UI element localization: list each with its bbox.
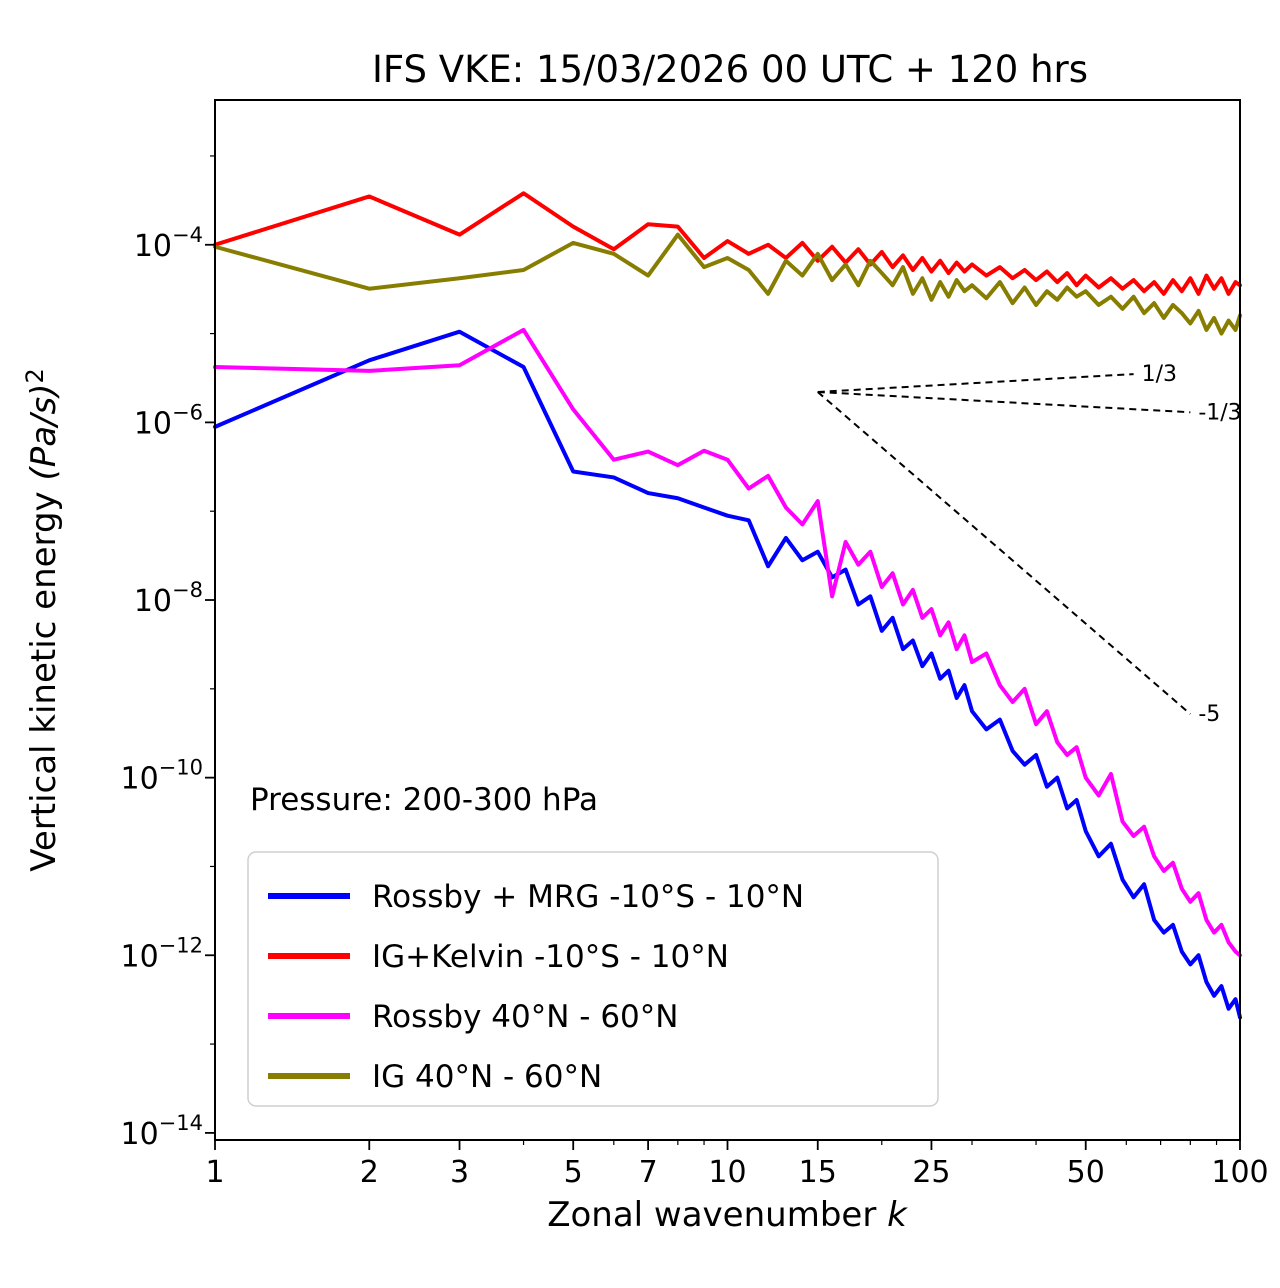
x-tick-label: 3	[450, 1155, 469, 1190]
legend-label: Rossby 40°N - 60°N	[372, 999, 678, 1035]
x-tick-label: 100	[1211, 1155, 1268, 1190]
x-tick-label: 50	[1067, 1155, 1105, 1190]
pressure-annotation: Pressure: 200-300 hPa	[250, 782, 598, 818]
x-axis-label-math: k	[887, 1195, 908, 1235]
slope-label: -5	[1198, 702, 1220, 727]
legend-label: IG 40°N - 60°N	[372, 1059, 602, 1095]
y-tick-label: 10−12	[120, 933, 203, 974]
y-tick-label: 10−6	[134, 400, 203, 441]
y-tick-label: 10−14	[120, 1111, 203, 1152]
series-line-0	[213, 329, 1242, 1020]
series-line-1	[213, 191, 1242, 296]
slope-reference-line	[817, 391, 1191, 715]
x-axis-label: Zonal wavenumber k	[547, 1195, 908, 1235]
x-tick-label: 10	[708, 1155, 746, 1190]
slope-label: 1/3	[1142, 362, 1177, 387]
plot-area: 1/3 -1/3 -5 1 2 3 5 7 10 15 25 50 100 10−4 10−6 10−8 10−…	[120, 99, 1269, 1190]
slope-label: -1/3	[1198, 400, 1241, 425]
legend-box	[247, 851, 939, 1107]
y-axis-label: Vertical kinetic energy (Pa/s)2	[21, 368, 64, 872]
y-tick-label: 10−8	[134, 578, 203, 619]
y-axis-label-math: (Pa/s)	[24, 384, 64, 481]
x-axis-label-text: Zonal wavenumber	[547, 1195, 887, 1235]
slope-reference-line	[817, 390, 1191, 414]
x-tick-label: 25	[912, 1155, 950, 1190]
x-tick-label: 15	[799, 1155, 837, 1190]
x-tick-label: 1	[205, 1155, 224, 1190]
x-tick-label: 2	[360, 1155, 379, 1190]
y-tick-label: 10−4	[134, 223, 203, 264]
y-axis-label-text: Vertical kinetic energy	[24, 481, 64, 872]
slope-reference-line	[817, 373, 1134, 393]
chart-title: IFS VKE: 15/03/2026 00 UTC + 120 hrs	[372, 48, 1088, 91]
y-tick-label: 10−10	[120, 756, 203, 797]
x-tick-label: 5	[564, 1155, 583, 1190]
legend-label: Rossby + MRG -10°S - 10°N	[372, 879, 804, 915]
series-line-3	[213, 232, 1242, 336]
y-axis-label-exponent: 2	[21, 368, 49, 383]
legend-label: IG+Kelvin -10°S - 10°N	[372, 939, 729, 975]
legend: Rossby + MRG -10°S - 10°N IG+Kelvin -10°S…	[247, 851, 939, 1107]
series-line-2	[213, 327, 1242, 958]
x-tick-label: 7	[639, 1155, 658, 1190]
